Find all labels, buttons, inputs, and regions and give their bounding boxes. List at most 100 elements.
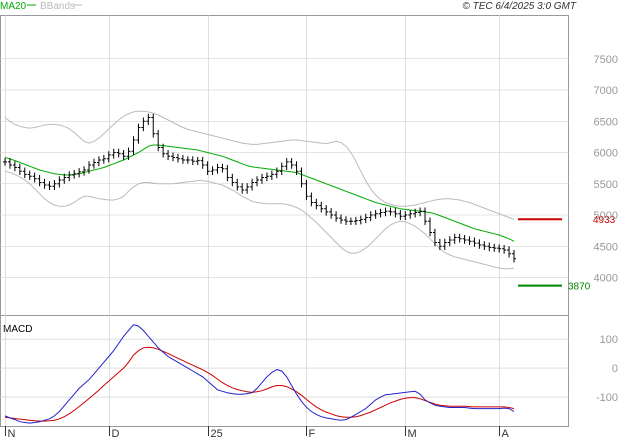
ohlc-bar xyxy=(492,243,497,252)
ohlc-bar xyxy=(131,136,136,155)
ohlc-bar xyxy=(96,156,101,167)
ohlc-bar xyxy=(388,207,393,216)
bollinger-bands xyxy=(4,110,515,270)
ohlc-bar xyxy=(151,113,156,138)
ohlc-bar xyxy=(200,156,205,169)
legend-ma20: MA20 xyxy=(0,1,27,12)
ohlc-bar xyxy=(230,173,235,187)
ohlc-bar xyxy=(190,156,195,165)
ohlc-bar xyxy=(507,246,512,258)
ohlc-bar xyxy=(353,216,358,225)
chart-frame xyxy=(0,15,569,427)
ohlc-bar xyxy=(171,152,176,162)
ohlc-bar xyxy=(378,208,383,218)
macd-signal-line xyxy=(4,346,515,422)
price-tick-label: 6000 xyxy=(594,148,618,160)
ohlc-bar xyxy=(447,236,452,247)
date-label: A xyxy=(502,428,510,440)
date-label: N xyxy=(8,428,16,440)
grid xyxy=(0,15,569,426)
ohlc-bar xyxy=(487,242,492,252)
ohlc-bar xyxy=(314,198,319,210)
ohlc-bar xyxy=(324,205,329,216)
ohlc-bar xyxy=(180,155,185,164)
ohlc-bar xyxy=(334,211,339,222)
ohlc-bar xyxy=(462,235,467,244)
ohlc-bar xyxy=(3,158,7,166)
ohlc-bar xyxy=(467,236,472,245)
ohlc-bar xyxy=(437,238,442,250)
price-bars xyxy=(3,113,516,263)
ohlc-bar xyxy=(319,201,324,213)
ohlc-bar xyxy=(220,163,225,173)
ohlc-bar xyxy=(250,178,255,191)
ohlc-bar xyxy=(106,151,111,163)
date-label: F xyxy=(309,428,316,440)
macd-line xyxy=(4,324,515,424)
ohlc-bar xyxy=(17,163,22,175)
date-label: M xyxy=(408,428,417,440)
ohlc-bar xyxy=(339,214,344,224)
ohlc-bar xyxy=(383,207,388,217)
ohlc-bar xyxy=(175,153,180,163)
ohlc-bar xyxy=(427,217,432,237)
price-tick-label: 5500 xyxy=(594,179,618,191)
ohlc-bar xyxy=(477,239,482,249)
ohlc-bar xyxy=(432,228,437,247)
ohlc-bar xyxy=(27,170,32,180)
price-levels: 4933 3870 xyxy=(518,215,616,293)
macd-tick-label: 0 xyxy=(612,363,618,375)
ohlc-bar xyxy=(82,166,87,176)
ohlc-bar xyxy=(47,181,52,190)
resistance-label: 4933 xyxy=(593,215,616,226)
ohlc-bar xyxy=(269,170,274,180)
ohlc-bar xyxy=(348,217,353,225)
ohlc-bar xyxy=(12,161,17,172)
ohlc-bar xyxy=(67,171,72,182)
ohlc-bar xyxy=(62,173,67,184)
ohlc-bar xyxy=(408,210,413,219)
legend-bbands: BBands xyxy=(40,1,75,12)
ohlc-bar xyxy=(136,123,141,144)
price-tick-label: 6500 xyxy=(594,116,618,128)
ohlc-bar xyxy=(299,167,304,188)
ohlc-bar xyxy=(497,244,502,253)
ohlc-bar xyxy=(77,168,82,178)
ohlc-bar xyxy=(329,208,334,219)
ohlc-bar xyxy=(343,216,348,225)
bollinger-lower-line xyxy=(4,170,515,270)
ohlc-bar xyxy=(294,161,299,175)
ohlc-bar xyxy=(57,176,62,188)
ohlc-bar xyxy=(225,165,230,182)
copyright-text: © TEC 6/4/2025 3:0 GMT xyxy=(462,1,576,12)
ohlc-bar xyxy=(116,148,121,158)
ohlc-bar xyxy=(72,170,77,179)
ohlc-bar xyxy=(284,158,289,170)
ohlc-bar xyxy=(141,117,146,132)
ohlc-bar xyxy=(32,172,37,183)
price-tick-label: 7500 xyxy=(594,54,618,66)
bollinger-upper-line xyxy=(4,110,515,220)
ohlc-bar xyxy=(418,207,423,217)
ohlc-bar xyxy=(259,173,264,184)
ohlc-bar xyxy=(101,155,106,164)
ohlc-bar xyxy=(235,178,240,191)
ohlc-bar xyxy=(472,237,477,247)
ohlc-bar xyxy=(264,172,269,182)
ohlc-bar xyxy=(363,213,368,224)
ohlc-bar xyxy=(156,130,161,152)
ohlc-bar xyxy=(442,238,447,250)
ohlc-bar xyxy=(502,245,507,254)
ohlc-bar xyxy=(52,180,57,190)
ohlc-bar xyxy=(121,150,126,160)
ohlc-bar xyxy=(42,178,47,189)
ohlc-bar xyxy=(457,233,462,243)
axes: 7500 7000 6500 6000 5500 5000 4500 4000 100 0 -100… xyxy=(5,54,618,440)
ohlc-bar xyxy=(452,233,457,244)
ohlc-bar xyxy=(166,150,171,160)
ohlc-bar xyxy=(368,211,373,222)
ohlc-bar xyxy=(309,192,314,207)
macd-title: MACD xyxy=(3,324,32,335)
price-tick-label: 7000 xyxy=(594,85,618,97)
